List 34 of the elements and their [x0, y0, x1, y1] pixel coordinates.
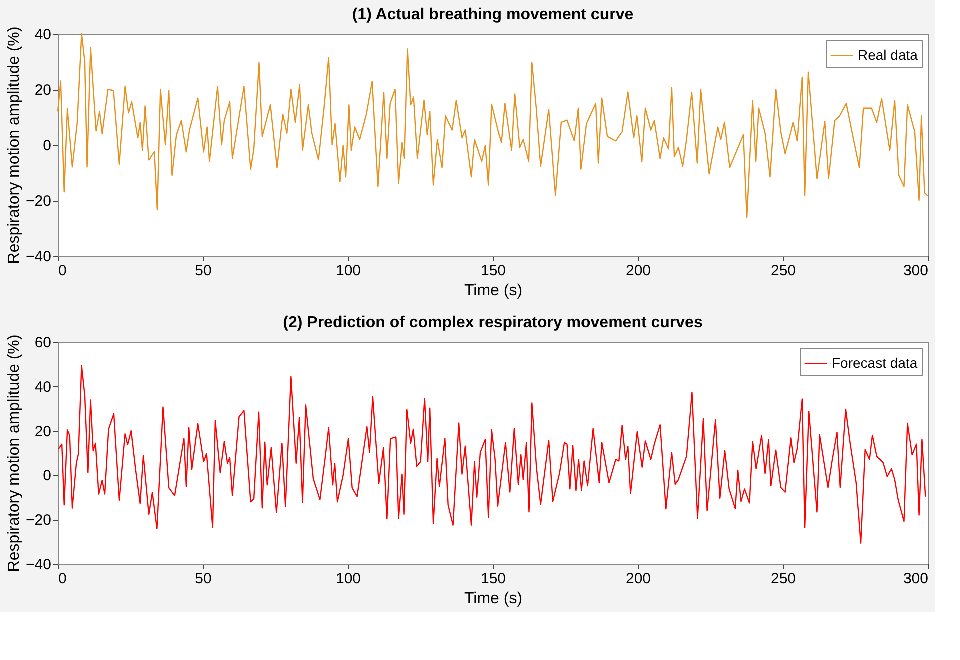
x-tick-label: 200 — [626, 570, 652, 588]
y-tick-label: 60 — [34, 334, 52, 352]
legend-label: Real data — [858, 47, 918, 63]
x-tick-label: 100 — [336, 570, 362, 588]
y-tick-label: 20 — [34, 423, 52, 440]
x-tick-label: 50 — [195, 262, 212, 280]
x-tick-label: 0 — [58, 570, 67, 588]
x-tick-label: 150 — [480, 262, 506, 280]
x-tick-label: 250 — [770, 570, 796, 588]
y-tick-label: 0 — [43, 468, 52, 485]
line-series — [57, 33, 929, 218]
x-tick-label: 100 — [336, 262, 362, 280]
y-tick-label: 20 — [34, 82, 52, 99]
chart-title: (2) Prediction of complex respiratory movement curves — [283, 314, 703, 332]
x-tick-label: 50 — [195, 570, 212, 588]
y-tick-label: 40 — [34, 378, 52, 396]
y-tick-label: 40 — [34, 26, 52, 44]
x-tick-label: 150 — [480, 570, 506, 588]
y-tick-label: −40 — [26, 556, 52, 574]
y-tick-label: −40 — [26, 248, 52, 266]
x-tick-label: 300 — [903, 262, 928, 280]
y-tick-label: −20 — [26, 193, 52, 210]
chart-title: (1) Actual breathing movement curve — [352, 6, 634, 24]
x-tick-label: 0 — [58, 262, 67, 280]
x-axis-title: Time (s) — [464, 282, 523, 300]
x-tick-label: 300 — [903, 570, 928, 588]
y-axis-title: Respiratory motion amplitude (%) — [6, 26, 24, 264]
x-axis-title: Time (s) — [464, 590, 523, 608]
legend-label: Forecast data — [832, 355, 918, 371]
x-tick-label: 250 — [770, 262, 796, 280]
x-tick-label: 200 — [626, 262, 652, 280]
y-tick-label: −20 — [26, 512, 52, 530]
y-axis-title: Respiratory motion amplitude (%) — [6, 334, 24, 572]
y-tick-label: 0 — [43, 138, 52, 154]
